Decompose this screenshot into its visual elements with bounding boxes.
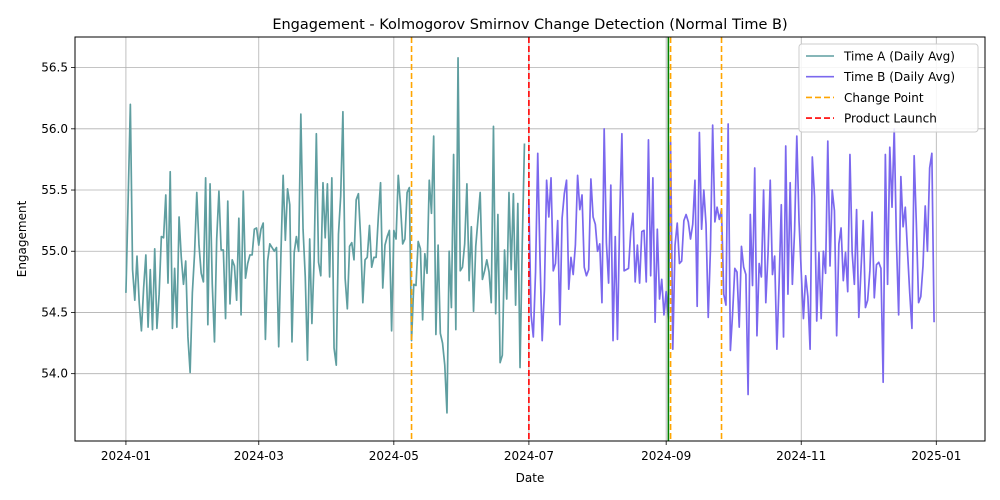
legend-label: Time B (Daily Avg) bbox=[843, 70, 955, 84]
legend-label: Change Point bbox=[844, 91, 924, 105]
vertical-lines bbox=[410, 37, 723, 441]
y-tick-label: 55.5 bbox=[41, 183, 68, 197]
y-tick-label: 55.0 bbox=[41, 244, 68, 258]
x-axis-title: Date bbox=[516, 471, 545, 485]
x-axis: 2024-01 2024-03 2024-05 2024-07 2024-09 2024-… bbox=[101, 441, 961, 463]
legend-label: Product Launch bbox=[844, 112, 937, 126]
x-tick-label: 2024-03 bbox=[234, 449, 284, 463]
x-tick-label: 2025-01 bbox=[911, 449, 961, 463]
x-tick-label: 2024-09 bbox=[641, 449, 691, 463]
x-tick-label: 2024-07 bbox=[504, 449, 554, 463]
series-layer bbox=[125, 56, 935, 414]
y-axis: 54.0 54.5 55.0 55.5 56.0 56.5 bbox=[41, 61, 75, 381]
legend-box bbox=[798, 43, 979, 133]
series-line-time-b bbox=[528, 123, 935, 396]
y-tick-label: 54.0 bbox=[41, 367, 68, 381]
x-tick-label: 2024-01 bbox=[101, 449, 151, 463]
legend: Time A (Daily Avg) Time B (Daily Avg) Chan… bbox=[798, 43, 979, 133]
y-tick-label: 56.5 bbox=[41, 61, 68, 75]
y-tick-label: 56.0 bbox=[41, 122, 68, 136]
y-tick-label: 54.5 bbox=[41, 305, 68, 319]
plot-frame bbox=[74, 36, 986, 442]
x-tick-label: 2024-11 bbox=[776, 449, 826, 463]
chart-title: Engagement - Kolmogorov Smirnov Change D… bbox=[272, 17, 787, 33]
x-tick-label: 2024-05 bbox=[369, 449, 419, 463]
y-axis-title: Engagement bbox=[15, 200, 29, 277]
legend-label: Time A (Daily Avg) bbox=[843, 50, 955, 64]
series-line-time-a bbox=[125, 56, 526, 414]
